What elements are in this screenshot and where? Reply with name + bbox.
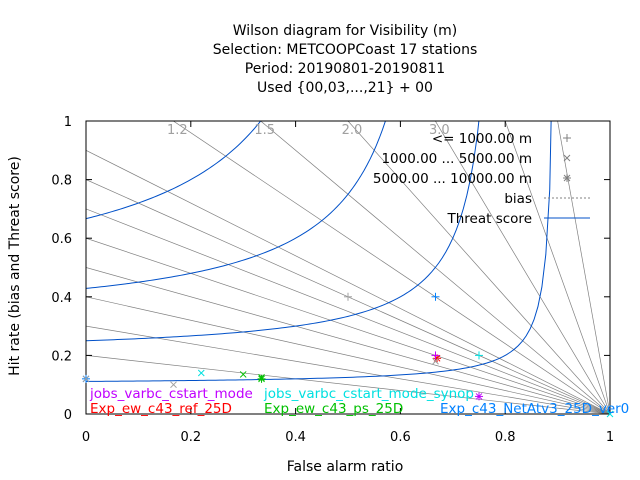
legend-label: 1000.00 ... 5000.00 m xyxy=(381,151,532,167)
y-tick-label: 0.6 xyxy=(51,232,72,247)
data-point xyxy=(197,369,205,377)
marker-stroke xyxy=(82,375,90,383)
legend-label: Threat score xyxy=(447,211,533,227)
y-tick-label: 0.4 xyxy=(51,291,72,306)
chart-title-line: Used {00,03,...,21} + 00 xyxy=(257,80,433,96)
x-tick-label: 0.4 xyxy=(285,430,306,445)
marker-stroke xyxy=(563,174,571,182)
threat-score-curve xyxy=(86,121,262,220)
series-label: Exp_ew_c43_ps_25D xyxy=(264,401,403,417)
y-tick-label: 0.8 xyxy=(51,174,72,189)
legend-label: bias xyxy=(504,191,532,207)
legend-marker xyxy=(563,134,571,142)
y-tick-label: 0 xyxy=(64,408,72,423)
bias-line xyxy=(86,237,610,414)
marker-stroke xyxy=(563,154,571,162)
bias-line xyxy=(86,149,610,414)
x-tick-label: 0.2 xyxy=(180,430,201,445)
bias-line xyxy=(86,355,610,414)
data-point xyxy=(344,292,352,301)
data-point xyxy=(239,371,247,378)
series-labels: jobs_varbc_cstart_mode jobs_varbc_cstart_… xyxy=(89,386,629,417)
marker-stroke xyxy=(475,393,483,400)
data-point xyxy=(606,410,614,418)
marker-stroke xyxy=(170,381,177,389)
data-point xyxy=(431,292,440,301)
x-axis-label: False alarm ratio xyxy=(287,459,404,475)
y-axis-label: Hit rate (bias and Threat score) xyxy=(7,156,23,376)
legend-label: <= 1000.00 m xyxy=(432,131,532,147)
threat-score-curve xyxy=(86,121,480,342)
series-label: Exp_ew_c43_ref_25D xyxy=(90,401,232,417)
data-point xyxy=(431,351,440,360)
data-point xyxy=(82,375,90,383)
series-label: jobs_varbc_cstart_mode xyxy=(89,386,253,402)
chart-title-line: Period: 20190801-20190811 xyxy=(245,61,445,77)
y-tick-label: 0.2 xyxy=(51,349,72,364)
x-tick-label: 0.6 xyxy=(390,430,411,445)
legend-marker xyxy=(563,174,571,182)
threat-score-curve xyxy=(86,121,386,289)
bias-line xyxy=(86,267,610,414)
x-tick-label: 0.8 xyxy=(495,430,516,445)
chart-title-line: Wilson diagram for Visibility (m) xyxy=(233,23,458,39)
bias-line xyxy=(86,208,610,414)
bias-label: 1.2 xyxy=(167,123,188,138)
bias-label: 1.5 xyxy=(254,123,275,138)
data-point xyxy=(475,392,483,401)
bias-line xyxy=(172,121,610,414)
marker-stroke xyxy=(258,375,265,383)
bias-line xyxy=(86,325,610,414)
x-tick-label: 1 xyxy=(606,430,614,445)
marker-stroke xyxy=(239,371,247,378)
data-point xyxy=(475,351,483,360)
bias-labels: 1.2 1.5 2.0 3.0 xyxy=(167,123,450,138)
series-label: Exp_c43_NetAtv3_25D_ver0 xyxy=(440,401,629,417)
chart-title: Wilson diagram for Visibility (m) Selecti… xyxy=(213,23,478,96)
bias-label: 2.0 xyxy=(342,123,363,138)
bias-line xyxy=(434,121,610,414)
data-point xyxy=(170,381,177,389)
plot-curves xyxy=(86,121,610,414)
marker-stroke xyxy=(606,410,614,418)
y-tick-label: 1 xyxy=(64,115,72,130)
bias-line xyxy=(347,121,610,414)
x-tick-label: 0 xyxy=(82,430,90,445)
series-label: jobs_varbc_cstart_mode_synop xyxy=(263,386,474,402)
marker-stroke xyxy=(432,357,439,365)
bias-line xyxy=(86,296,610,414)
data-point xyxy=(432,357,439,365)
legend-label: 5000.00 ... 10000.00 m xyxy=(373,171,532,187)
data-points xyxy=(82,292,614,418)
marker-stroke xyxy=(197,369,205,377)
legend: <= 1000.00 m 1000.00 ... 5000.00 m 5000.00… xyxy=(373,131,590,227)
bias-label: 3.0 xyxy=(429,123,450,138)
data-point xyxy=(257,374,266,383)
axis-ticks: 0 0.2 0.4 0.6 0.8 1 0 0.2 0.4 0.6 0.8 1 xyxy=(51,115,614,445)
plot-frame xyxy=(85,120,611,415)
chart-title-line: Selection: METCOOPCoast 17 stations xyxy=(213,42,478,58)
bias-line xyxy=(504,121,610,414)
legend-marker xyxy=(563,154,571,162)
threat-score-curve xyxy=(86,121,552,382)
